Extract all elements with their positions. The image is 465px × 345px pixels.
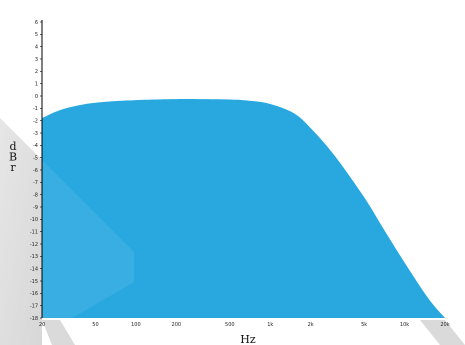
y-tick-label: -13 xyxy=(30,254,38,260)
y-tick-label: 2 xyxy=(35,69,38,75)
x-axis-ticks: 20 50 100 200 500 1k 2k 5k 10k 20k xyxy=(39,322,450,328)
y-tick-label: -9 xyxy=(33,205,38,211)
response-area xyxy=(42,99,445,318)
y-tick-label: -17 xyxy=(30,303,38,309)
x-axis-title: Hz xyxy=(240,333,256,345)
x-tick-label: 5k xyxy=(361,322,367,328)
y-tick-label: -18 xyxy=(30,316,38,322)
plot-area xyxy=(42,99,445,318)
y-tick-label: -11 xyxy=(30,229,38,235)
y-tick-label: -4 xyxy=(33,143,38,149)
y-tick-label: 3 xyxy=(35,57,38,63)
x-tick-label: 10k xyxy=(400,322,409,328)
x-tick-label: 1k xyxy=(267,322,273,328)
y-tick-label: -8 xyxy=(33,192,38,198)
area-highlight xyxy=(42,160,134,318)
y-tick-label: 0 xyxy=(35,94,38,100)
y-tick-label: 1 xyxy=(35,81,38,87)
y-tick-label: -10 xyxy=(30,217,38,223)
x-tick-label: 500 xyxy=(225,322,235,328)
y-tick-label: -5 xyxy=(33,155,38,161)
y-tick-label: -12 xyxy=(30,242,38,248)
x-tick-label: 20k xyxy=(440,322,449,328)
y-tick-label: -16 xyxy=(30,291,38,297)
y-axis-ticks: 6 5 4 3 2 1 0 -1 -2 -3 -4 -5 -6 -7 -8 -9 -10 -11 -12 -13 -14… xyxy=(30,20,42,322)
y-tick-label: -7 xyxy=(33,180,38,186)
x-tick-label: 200 xyxy=(172,322,182,328)
y-tick-label: -6 xyxy=(33,168,38,174)
y-tick-label: 4 xyxy=(35,44,38,50)
x-tick-label: 100 xyxy=(131,322,141,328)
y-tick-label: -3 xyxy=(33,131,38,137)
y-tick-label: -2 xyxy=(33,118,38,124)
x-tick-label: 50 xyxy=(92,322,98,328)
x-tick-label: 20 xyxy=(39,322,45,328)
y-tick-label: 5 xyxy=(35,32,38,38)
y-tick-label: -15 xyxy=(30,279,38,285)
y-tick-label: -1 xyxy=(33,106,38,112)
x-tick-label: 2k xyxy=(308,322,314,328)
y-tick-label: 6 xyxy=(35,20,38,26)
y-tick-label: -14 xyxy=(30,266,38,272)
